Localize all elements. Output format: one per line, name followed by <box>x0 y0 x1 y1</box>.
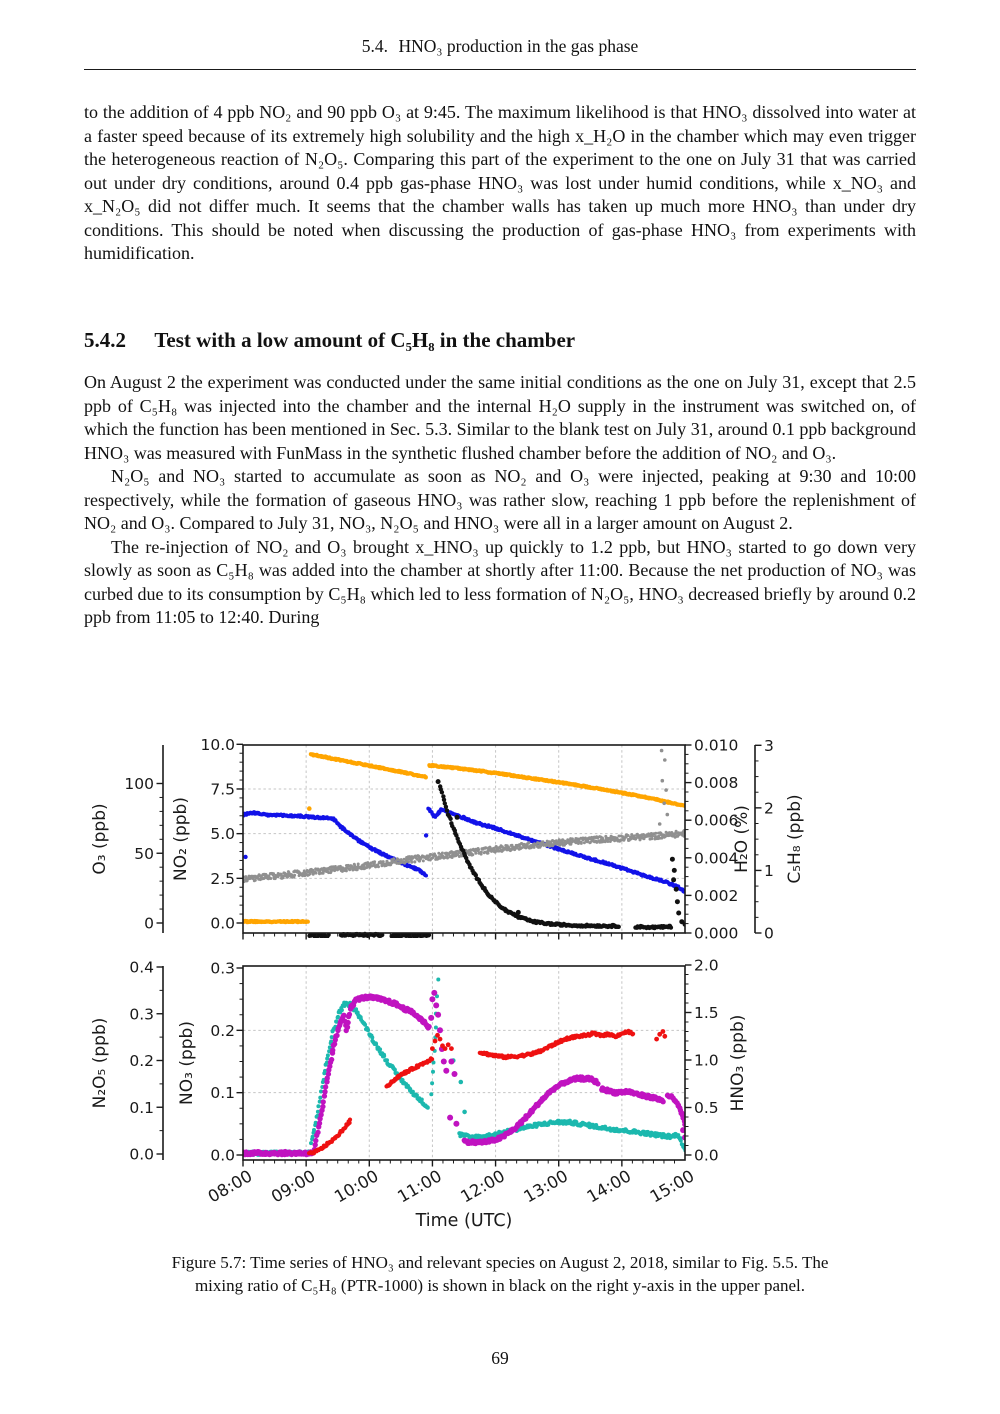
svg-text:HNO₃ (ppb): HNO₃ (ppb) <box>728 1015 748 1112</box>
svg-text:N₂O₅ (ppb): N₂O₅ (ppb) <box>90 1018 110 1109</box>
svg-text:14:00: 14:00 <box>584 1166 635 1206</box>
svg-text:0.0: 0.0 <box>210 915 235 933</box>
svg-text:1.0: 1.0 <box>694 1052 719 1070</box>
svg-text:NO₂ (ppb): NO₂ (ppb) <box>171 797 191 881</box>
svg-text:0.0: 0.0 <box>694 1147 719 1165</box>
svg-text:0.3: 0.3 <box>129 1005 154 1023</box>
svg-text:0.5: 0.5 <box>694 1099 719 1117</box>
paragraph-2: On August 2 the experiment was conducted… <box>84 372 916 463</box>
svg-text:0.0: 0.0 <box>210 1147 235 1165</box>
lower-gridlines <box>243 966 685 1160</box>
svg-text:3: 3 <box>764 737 774 755</box>
svg-text:7.5: 7.5 <box>210 780 235 798</box>
paragraph-3: N₂O₅ and NO₃ started to accumulate as so… <box>84 466 916 533</box>
body-text-block: On August 2 the experiment was conducted… <box>84 371 916 630</box>
svg-text:Time (UTC): Time (UTC) <box>415 1211 513 1231</box>
section-title: Test with a low amount of C₅H₈ in the ch… <box>154 328 576 352</box>
axes: 08:00 09:00 10:00 11:00 12:00 13:00 14:00 15:00… <box>90 736 805 1231</box>
svg-text:12:00: 12:00 <box>457 1166 508 1206</box>
svg-text:0.010: 0.010 <box>694 737 738 755</box>
svg-text:0.2: 0.2 <box>210 1022 235 1040</box>
svg-text:0.006: 0.006 <box>694 812 738 830</box>
figure-5-7-chart: 08:00 09:00 10:00 11:00 12:00 13:00 14:00 15:00… <box>90 736 805 1231</box>
section-heading: 5.4.2 Test with a low amount of C₅H₈ in t… <box>84 328 916 353</box>
svg-text:0: 0 <box>764 925 774 943</box>
series-H2O <box>243 748 685 884</box>
svg-text:O₃ (ppb): O₃ (ppb) <box>90 803 110 874</box>
series-NO2 <box>243 806 685 894</box>
svg-text:10.0: 10.0 <box>200 736 235 754</box>
svg-text:08:00: 08:00 <box>205 1166 256 1206</box>
svg-text:5.0: 5.0 <box>210 825 235 843</box>
upper-gridlines <box>243 745 685 933</box>
svg-text:10:00: 10:00 <box>331 1166 382 1206</box>
svg-text:2.5: 2.5 <box>210 870 235 888</box>
svg-text:09:00: 09:00 <box>268 1166 319 1206</box>
svg-text:1: 1 <box>764 862 774 880</box>
svg-text:100: 100 <box>124 775 154 793</box>
svg-text:0.002: 0.002 <box>694 887 738 905</box>
svg-text:NO₃ (ppb): NO₃ (ppb) <box>177 1021 197 1105</box>
svg-text:2.0: 2.0 <box>694 957 719 975</box>
svg-text:C₅H₈ (ppb): C₅H₈ (ppb) <box>785 794 805 883</box>
series-NO3 <box>243 989 685 1158</box>
svg-text:0.000: 0.000 <box>694 925 738 943</box>
svg-text:0.2: 0.2 <box>129 1052 154 1070</box>
svg-text:0.3: 0.3 <box>210 960 235 978</box>
svg-text:11:00: 11:00 <box>394 1166 445 1206</box>
svg-text:50: 50 <box>134 845 154 863</box>
svg-text:0.1: 0.1 <box>129 1099 154 1117</box>
svg-text:0.4: 0.4 <box>129 959 154 977</box>
svg-text:15:00: 15:00 <box>647 1166 698 1206</box>
svg-text:0: 0 <box>144 915 154 933</box>
running-header-title: HNO₃ production in the gas phase <box>398 36 639 56</box>
running-header: 5.4. HNO₃ production in the gas phase <box>0 36 1000 57</box>
series-C5H8 <box>307 779 685 938</box>
svg-text:0.008: 0.008 <box>694 774 738 792</box>
paragraph-1: to the addition of 4 ppb NO₂ and 90 ppb … <box>84 102 916 263</box>
svg-text:0.004: 0.004 <box>694 849 738 867</box>
series-N2O5 <box>243 977 685 1157</box>
svg-text:0.0: 0.0 <box>129 1146 154 1164</box>
running-header-section-number: 5.4. <box>361 36 388 56</box>
series-O3 <box>243 752 685 925</box>
svg-text:1.5: 1.5 <box>694 1004 719 1022</box>
header-rule <box>84 69 916 70</box>
svg-text:0.1: 0.1 <box>210 1084 235 1102</box>
figure-caption: Figure 5.7: Time series of HNO₃ and rele… <box>171 1253 829 1295</box>
svg-text:2: 2 <box>764 799 774 817</box>
svg-text:13:00: 13:00 <box>521 1166 572 1206</box>
paragraph-4: The re-injection of NO₂ and O₃ brought x… <box>84 536 916 628</box>
page-number: 69 <box>491 1348 509 1368</box>
series-HNO3 <box>307 1028 668 1156</box>
svg-text:H₂O (%): H₂O (%) <box>732 805 752 873</box>
section-number: 5.4.2 <box>84 328 126 352</box>
